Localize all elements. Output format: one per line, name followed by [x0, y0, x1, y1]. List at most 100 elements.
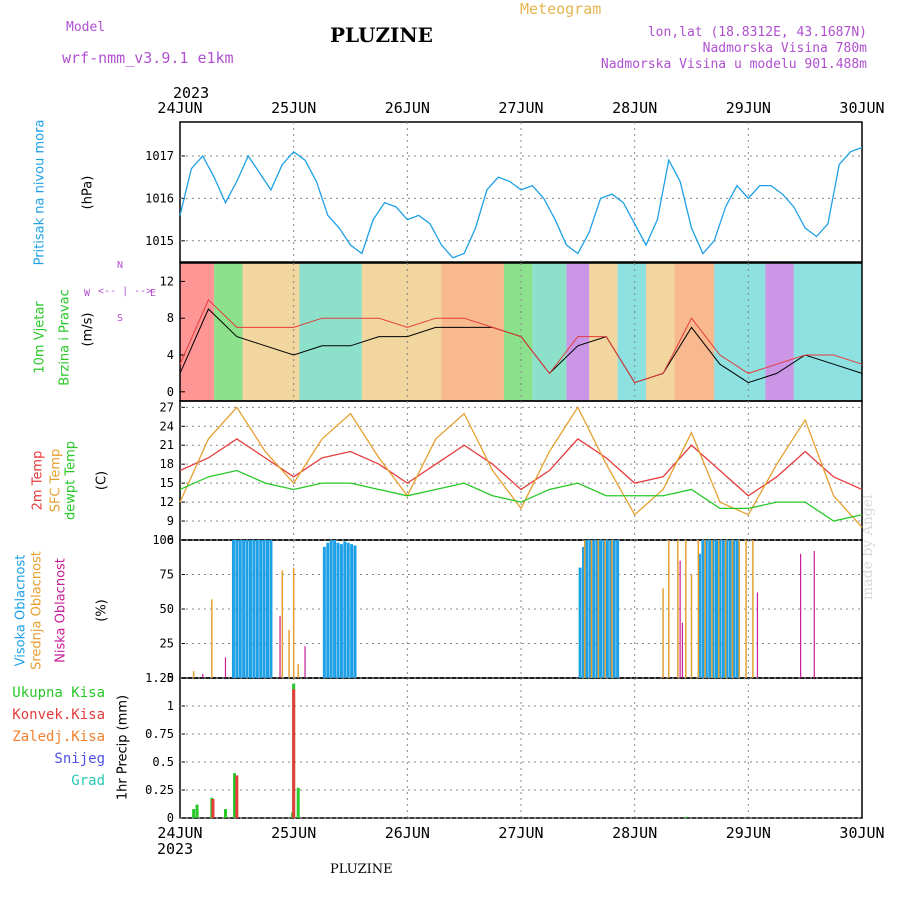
cloud-bar-0-35: [701, 540, 705, 678]
cloud-bar-1-4: [292, 567, 295, 678]
wind-band-14: [765, 263, 794, 401]
wind-band-6: [503, 263, 533, 401]
cloud-bar-0-2: [238, 540, 242, 678]
meteogram-label: Meteogram: [520, 0, 602, 18]
ytick-3-1: 25: [160, 637, 174, 651]
compass-n: N: [117, 260, 124, 271]
cloud-bar-0-45: [735, 540, 739, 678]
cloud-bar-0-5: [248, 540, 252, 678]
cloud-bar-2-1: [224, 657, 227, 678]
cloud-bar-0-25: [588, 540, 592, 678]
precip-legend-item: Zaledj.Kisa: [12, 729, 105, 745]
cloud-bar-0-26: [592, 540, 596, 678]
date-label-bottom-0: 24JUN: [157, 824, 202, 842]
ytick-4-2: 0.5: [152, 755, 174, 769]
cloud-bar-0-14: [329, 540, 333, 678]
date-label-bottom-3: 27JUN: [498, 824, 543, 842]
ytick-3-0: 0: [167, 671, 174, 685]
cloud-bar-0-33: [616, 540, 620, 678]
wind-band-1: [214, 263, 243, 401]
cloud-bar-1-1: [211, 599, 213, 678]
wind-band-0: [180, 263, 215, 401]
ytick-0-1: 1016: [145, 191, 174, 205]
ytick-4-4: 1: [167, 699, 174, 713]
page-title: PLUZINE: [330, 23, 433, 47]
date-label-top-6: 30JUN: [839, 99, 884, 117]
cloud-bar-1-16: [697, 540, 700, 678]
compass-arrows-icon: <-- | -->: [98, 286, 153, 297]
ytick-2-0: 6: [167, 533, 174, 547]
cloud-bar-0-0: [231, 540, 235, 678]
cloud-bar-0-37: [708, 540, 712, 678]
cloud-bar-0-15: [333, 540, 337, 678]
date-label-bottom-6: 30JUN: [839, 824, 884, 842]
cloud-bar-0-31: [609, 540, 613, 678]
date-label-top-3: 27JUN: [498, 99, 543, 117]
cloud-bar-1-23: [745, 540, 747, 678]
wind-band-2: [242, 263, 300, 401]
cloud-bar-1-13: [677, 540, 679, 678]
precip-bar-0-9: [684, 816, 688, 818]
wind-band-9: [589, 263, 618, 401]
cloud-bar-1-11: [662, 588, 664, 678]
year-bottom: 2023: [157, 840, 194, 858]
ytick-0-2: 1017: [145, 149, 174, 163]
cloud-bar-1-24: [752, 540, 754, 678]
cloud-bar-0-19: [346, 542, 350, 678]
ytick-1-1: 4: [167, 348, 174, 362]
cloud-bar-0-29: [602, 540, 606, 678]
cloud-bar-0-13: [326, 542, 330, 678]
panel-frame-4: [179, 677, 863, 819]
cloud-bar-1-15: [690, 574, 693, 678]
cloud-bar-0-20: [350, 544, 354, 678]
cloud-bar-0-40: [718, 540, 722, 678]
cloud-bar-1-3: [288, 629, 290, 678]
temp-line-2: [179, 469, 863, 522]
precip-legend-item: Grad: [71, 773, 105, 789]
cloud-bar-0-18: [343, 541, 347, 678]
cloud-bar-0-21: [353, 545, 357, 678]
compass-s: S: [117, 313, 124, 324]
cloud-bar-1-6: [583, 540, 586, 678]
elevation-label: Nadmorska Visina 780m: [702, 41, 867, 56]
cloud-bar-1-21: [731, 540, 734, 678]
cloud-bar-0-36: [704, 540, 708, 678]
ytick-4-0: 0: [167, 811, 174, 825]
cloud-bar-0-41: [721, 540, 725, 678]
cloud-bar-0-3: [242, 540, 246, 678]
cloud-bar-0-17: [339, 544, 343, 678]
model-name: wrf-nmm_v3.9.1 e1km: [62, 49, 234, 67]
ytick-2-1: 9: [167, 514, 174, 528]
cloud-bar-2-7: [800, 553, 802, 678]
wind-band-3: [299, 263, 362, 401]
cloud-bar-0-10: [266, 540, 270, 678]
wind-band-8: [566, 263, 590, 401]
cloud-bar-0-30: [605, 540, 609, 678]
date-label-top-2: 26JUN: [385, 99, 430, 117]
cloud-bar-1-20: [724, 540, 727, 678]
cloud-bar-0-43: [728, 540, 732, 678]
precip-bar-0-1: [195, 804, 199, 818]
wind-band-12: [674, 263, 715, 401]
cloud-bar-0-4: [245, 540, 249, 678]
precip-legend-item: Snijeg: [54, 751, 105, 767]
cloud-bar-1-14: [685, 540, 687, 678]
cloud-bar-2-8: [813, 551, 815, 678]
cloud-bar-0-32: [612, 540, 616, 678]
ytick-0-0: 1015: [145, 234, 174, 248]
cloud-bar-0-38: [711, 540, 715, 678]
cloud-bar-1-19: [718, 540, 720, 678]
date-label-top-0: 24JUN: [157, 99, 202, 117]
cloud-bar-0-7: [255, 540, 259, 678]
wind-band-5: [441, 263, 504, 401]
cloud-bar-0-27: [595, 540, 599, 678]
ytick-1-2: 8: [167, 311, 174, 325]
cloud-bar-0-34: [697, 553, 701, 678]
cloud-bar-1-0: [192, 671, 195, 678]
cloud-bar-1-7: [590, 540, 593, 678]
cloud-bar-2-2: [279, 615, 281, 678]
precip-legend-item: Konvek.Kisa: [12, 707, 105, 723]
cloud-bar-2-4: [679, 560, 681, 678]
wind-gust-line: [179, 298, 863, 384]
precip-bar-1-2: [292, 689, 296, 818]
